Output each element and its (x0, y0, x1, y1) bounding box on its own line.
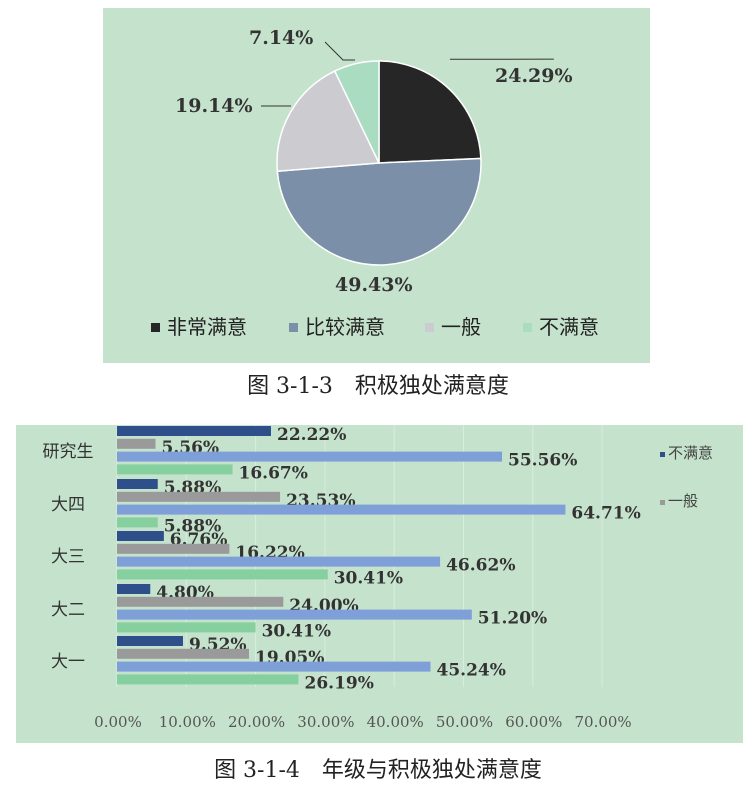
category-label-5: 大一 (51, 652, 85, 672)
category-label-1: 研究生 (43, 442, 94, 462)
bar-legend-label-1: 不满意 (668, 444, 713, 462)
bar-5-1 (117, 636, 183, 646)
pie-legend-label-4: 不满意 (539, 315, 599, 339)
data-label-3-3: 46.62% (446, 556, 515, 576)
pie-slice-1 (378, 60, 482, 164)
pie-label-4: 7.14% (249, 27, 313, 49)
pie-legend-swatch-1 (151, 323, 160, 332)
bar-1-4 (117, 464, 233, 475)
pie-legend-label-2: 比较满意 (305, 315, 385, 339)
data-label-1-4: 16.67% (239, 463, 308, 483)
category-label-2: 大四 (51, 495, 85, 515)
bar-4-4 (117, 622, 256, 633)
pie-legend-swatch-3 (425, 323, 434, 332)
x-tick-label-3: 30.00% (297, 713, 354, 731)
bar-2-4 (117, 517, 158, 528)
pie-legend-swatch-2 (289, 323, 298, 332)
x-tick-label-1: 10.00% (159, 713, 216, 731)
x-tick-label-7: 70.00% (574, 713, 631, 731)
data-label-5-4: 26.19% (305, 673, 374, 693)
bar-chart-panel: 0.00% 10.00% 20.00% 30.00% 40.00% 50.00% 60.00… (16, 425, 743, 743)
pie-slice-2 (276, 157, 482, 266)
bar-chart: 0.00% 10.00% 20.00% 30.00% 40.00% 50.00% 60.00… (43, 425, 713, 731)
x-tick-label-5: 50.00% (436, 713, 493, 731)
data-label-3-4: 30.41% (334, 568, 403, 588)
data-label-1-1: 22.22% (277, 425, 346, 445)
pie-label-2: 49.43% (335, 274, 413, 296)
data-label-2-4: 5.88% (164, 516, 222, 536)
bar-2-3 (117, 504, 566, 515)
x-tick-label-4: 40.00% (367, 713, 424, 731)
bar-2-1 (117, 479, 158, 489)
data-label-5-3: 45.24% (437, 661, 506, 681)
bar-5-4 (117, 674, 299, 685)
pie-legend-label-1: 非常满意 (167, 315, 247, 339)
pie-chart: 24.29% 49.43% 19.14% 7.14% 非常满意 比较满意 一般 不满意 (151, 27, 599, 339)
x-tick-label-0: 0.00% (94, 713, 142, 731)
pie-slice-4 (333, 60, 380, 164)
bar-4-1 (117, 584, 151, 594)
category-label-4: 大二 (51, 600, 85, 620)
category-label-3: 大三 (51, 547, 85, 567)
bar-1-1 (117, 426, 271, 436)
pie-legend-label-3: 一般 (441, 315, 481, 339)
bar-chart-caption: 图 3-1-4 年级与积极独处满意度 (214, 758, 542, 783)
bar-4-3 (117, 609, 472, 620)
pie-leader-4 (324, 41, 355, 61)
bar-3-4 (117, 569, 328, 580)
bar-legend-label-2: 一般 (668, 492, 698, 510)
x-tick-label-6: 60.00% (505, 713, 562, 731)
pie-chart-panel: 24.29% 49.43% 19.14% 7.14% 非常满意 比较满意 一般 不满意 (103, 8, 650, 363)
bar-1-2 (117, 438, 156, 449)
data-label-4-3: 51.20% (478, 609, 547, 629)
bar-2-2 (117, 491, 281, 502)
bar-3-1 (117, 531, 164, 541)
bar-legend-swatch-1 (660, 452, 665, 457)
pie-label-1: 24.29% (495, 65, 573, 87)
bar-5-3 (117, 661, 431, 672)
pie-slice-3 (276, 70, 381, 172)
data-label-4-4: 30.41% (262, 621, 331, 641)
bar-3-2 (117, 543, 230, 554)
bar-5-2 (117, 648, 250, 659)
x-tick-label-2: 20.00% (228, 713, 285, 731)
pie-legend-swatch-4 (523, 323, 532, 332)
bar-4-2 (117, 596, 284, 607)
bar-3-3 (117, 556, 441, 567)
bar-legend-swatch-2 (660, 500, 665, 505)
bar-1-3 (117, 451, 503, 462)
pie-chart-caption: 图 3-1-3 积极独处满意度 (247, 374, 509, 399)
data-label-1-3: 55.56% (508, 451, 577, 471)
data-label-2-3: 64.71% (571, 504, 640, 524)
pie-label-3: 19.14% (175, 95, 253, 117)
